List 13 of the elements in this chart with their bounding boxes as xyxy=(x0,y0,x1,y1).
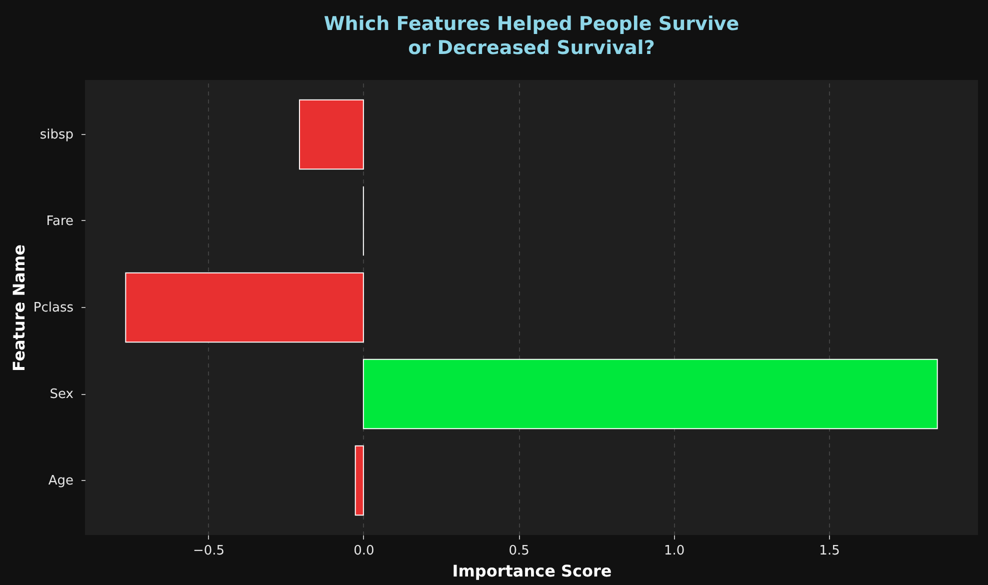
y-tick-label: Age xyxy=(48,474,74,489)
y-tick-label: Fare xyxy=(46,214,74,229)
x-tick-label: 0.0 xyxy=(354,544,374,558)
x-axis-title: Importance Score xyxy=(452,562,612,580)
y-tick-label: Sex xyxy=(50,387,74,402)
x-tick-label: −0.5 xyxy=(192,544,225,558)
x-tick-label: 0.5 xyxy=(508,544,530,558)
y-axis-title: Feature Name xyxy=(9,244,28,372)
y-tick-label: sibsp xyxy=(40,127,74,142)
y-tick-label: Pclass xyxy=(33,300,74,316)
x-tick-label: 1.0 xyxy=(664,544,685,558)
x-tick-label: 1.5 xyxy=(819,544,840,558)
chart-title: Which Features Helped People Survive or Decreased Survival? xyxy=(324,13,740,59)
